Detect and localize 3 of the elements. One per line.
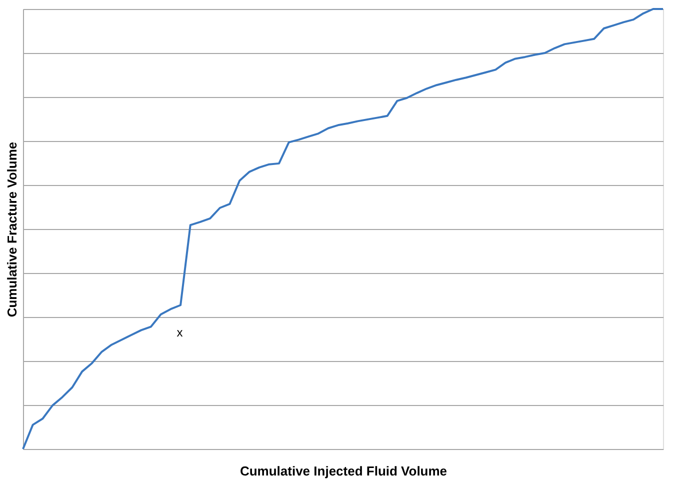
annotation: x (176, 325, 183, 340)
x-axis-title: Cumulative Injected Fluid Volume (240, 464, 448, 478)
y-axis-title: Cumulative Fracture Volume (4, 142, 20, 318)
